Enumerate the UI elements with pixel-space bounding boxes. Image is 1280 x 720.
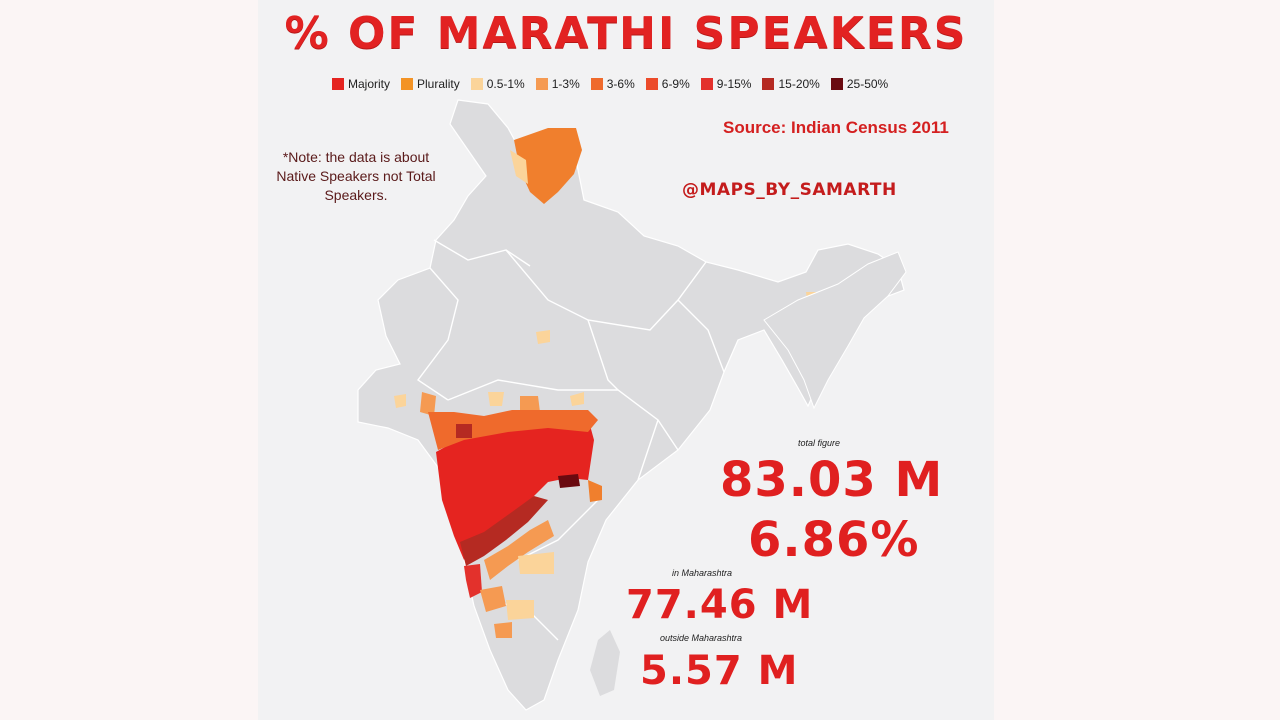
legend-item-0-5-1: 0.5-1% — [470, 77, 525, 91]
region-goa-mid — [464, 564, 482, 598]
region-south-mid — [480, 586, 506, 612]
legend-label: 9-15% — [716, 77, 752, 91]
region-gujarat-low — [394, 394, 406, 408]
legend-label: Plurality — [417, 77, 460, 91]
legend-label: 25-50% — [846, 77, 889, 91]
legend-label: 1-3% — [551, 77, 580, 91]
data-note: *Note: the data is about Native Speakers… — [276, 149, 436, 203]
legend-item-9-15: 9-15% — [700, 77, 752, 91]
legend-item-3-6: 3-6% — [590, 77, 635, 91]
outside-maharashtra-value: 5.57 M — [640, 648, 799, 694]
legend-item-plurality: Plurality — [401, 77, 460, 91]
region-mp-low2 — [570, 392, 584, 406]
legend-label: 3-6% — [606, 77, 635, 91]
legend-item-majority: Majority — [332, 77, 390, 91]
region-mh-darkest — [558, 474, 580, 488]
legend-swatch — [535, 78, 548, 90]
region-south-mid2 — [494, 622, 512, 638]
legend-swatch — [830, 78, 843, 90]
total-figure-label: total figure — [798, 438, 841, 448]
author-handle: @MAPS_BY_SAMARTH — [682, 180, 897, 200]
legend-swatch — [590, 78, 603, 90]
source-label: Source: Indian Census 2011 — [723, 118, 949, 137]
legend-swatch — [332, 78, 344, 90]
region-south-low — [506, 600, 534, 620]
legend-item-6-9: 6-9% — [645, 77, 690, 91]
legend-swatch — [401, 78, 414, 90]
region-north-mh-belt — [428, 410, 598, 450]
legend-item-15-20: 15-20% — [762, 77, 820, 91]
india-map — [357, 99, 907, 711]
total-percent-value: 6.86% — [748, 512, 920, 568]
region-karnataka-mid — [484, 520, 554, 580]
outside-maharashtra-label: outside Maharashtra — [660, 633, 743, 643]
legend: Majority Plurality 0.5-1% 1-3% 3-6% 6-9%… — [332, 74, 888, 94]
legend-label: 0.5-1% — [486, 77, 525, 91]
region-mh-dark — [456, 424, 472, 438]
legend-item-25-50: 25-50% — [830, 77, 889, 91]
legend-swatch — [470, 78, 483, 90]
legend-swatch — [762, 78, 775, 90]
total-figure-value: 83.03 M — [720, 452, 944, 508]
in-maharashtra-label: in Maharashtra — [672, 568, 733, 578]
legend-label: 15-20% — [778, 77, 820, 91]
region-north-plurality — [514, 128, 582, 204]
region-central-low — [536, 330, 550, 344]
region-karnataka-low — [518, 552, 554, 574]
region-mp-mid — [520, 396, 540, 412]
in-maharashtra-value: 77.46 M — [626, 582, 814, 628]
region-maharashtra-majority — [436, 414, 594, 560]
northeast — [763, 251, 907, 410]
legend-swatch — [700, 78, 713, 90]
region-gujarat-mid — [420, 392, 436, 416]
legend-item-1-3: 1-3% — [535, 77, 580, 91]
map-title: % OF MARATHI SPEAKERS — [284, 8, 968, 59]
region-mh-east — [588, 480, 602, 502]
map-panel: % OF MARATHI SPEAKERS Majority Plurality… — [258, 0, 994, 720]
region-north-low — [510, 150, 528, 184]
legend-label: Majority — [348, 77, 391, 91]
sri-lanka — [590, 630, 620, 696]
region-mp-low — [488, 392, 504, 406]
region-karnataka-belt — [460, 496, 548, 566]
legend-swatch — [645, 78, 658, 90]
legend-label: 6-9% — [661, 77, 690, 91]
